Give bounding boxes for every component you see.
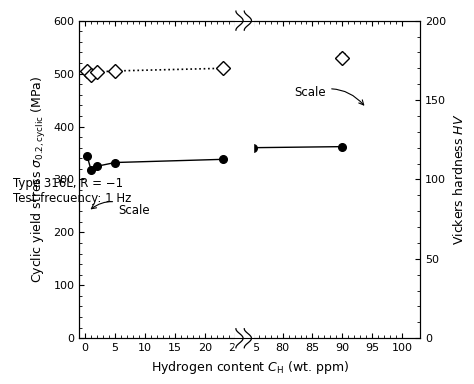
Text: Scale: Scale (294, 86, 364, 105)
Text: Type 316L, R = −1
Test frecuency: 1 Hz: Type 316L, R = −1 Test frecuency: 1 Hz (13, 177, 132, 205)
Bar (235, 21, 253, 338)
Bar (235, 338, 253, 351)
Bar (235, 7, 253, 21)
X-axis label: Hydrogen content $C_{\mathrm{H}}$ (wt. ppm): Hydrogen content $C_{\mathrm{H}}$ (wt. p… (151, 359, 349, 376)
Y-axis label: Vickers hardness $HV$: Vickers hardness $HV$ (452, 114, 465, 245)
Y-axis label: Cyclic yield stress $\sigma_{0.2,\mathrm{cyclic}}$ (MPa): Cyclic yield stress $\sigma_{0.2,\mathrm… (30, 76, 48, 283)
Text: Scale: Scale (91, 202, 150, 217)
